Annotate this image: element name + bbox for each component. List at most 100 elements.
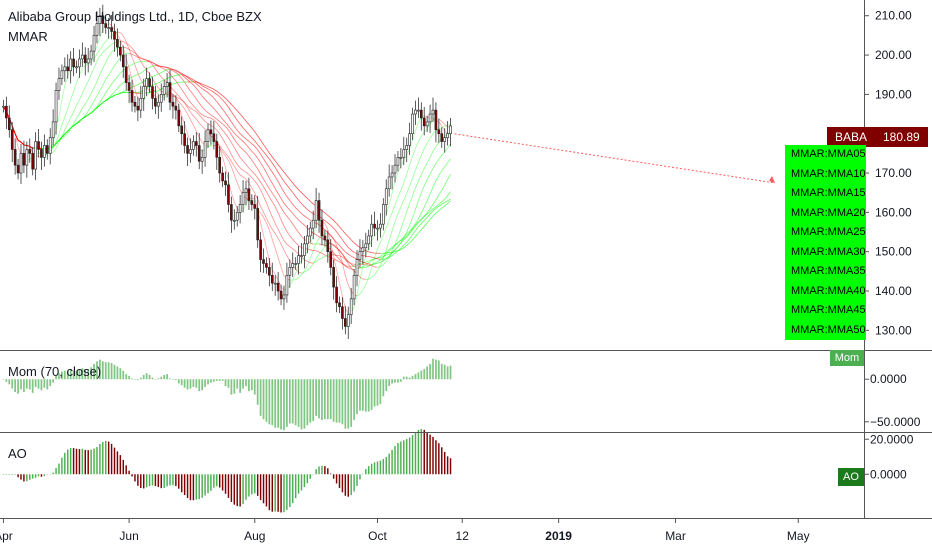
mom-bar <box>49 379 52 387</box>
ribbon-segment <box>327 232 332 237</box>
ribbon-segment <box>292 192 296 197</box>
mom-bar <box>201 379 204 391</box>
mom-bar <box>183 379 186 388</box>
mom-bar <box>37 379 40 389</box>
candle <box>162 86 166 95</box>
ribbon-segment <box>350 263 355 267</box>
mom-bar <box>134 379 136 380</box>
ribbon-segment <box>257 149 261 155</box>
ribbon-segment <box>96 49 101 55</box>
ribbon-segment <box>295 242 299 246</box>
ao-bar <box>443 451 446 475</box>
ribbon-segment <box>242 117 247 122</box>
candle <box>349 298 353 315</box>
ribbon-segment <box>344 275 349 286</box>
ao-bar <box>405 439 408 475</box>
candle <box>288 267 292 276</box>
ribbon-segment <box>178 97 182 101</box>
ribbon-segment <box>283 240 288 245</box>
ao-bar <box>394 445 396 475</box>
ribbon-segment <box>274 233 279 239</box>
ribbon-segment <box>210 90 215 93</box>
mom-bar <box>265 379 268 422</box>
ribbon-segment <box>117 34 121 41</box>
ribbon-segment <box>128 49 133 58</box>
ribbon-segment <box>447 173 451 180</box>
ao-bar <box>347 474 349 497</box>
ribbon-segment <box>385 240 390 251</box>
ribbon-segment <box>181 115 186 125</box>
ribbon-segment <box>64 75 69 86</box>
candle <box>119 46 122 56</box>
ribbon-segment <box>362 261 366 264</box>
ribbon-segment <box>432 180 437 188</box>
ribbon-segment <box>29 146 34 153</box>
ribbon-segment <box>184 102 188 107</box>
ribbon-segment <box>356 244 361 248</box>
ribbon-segment <box>222 149 226 154</box>
ribbon-segment <box>409 217 413 226</box>
candle <box>270 274 274 284</box>
ribbon-segment <box>120 40 124 42</box>
mom-bar <box>423 369 426 380</box>
ribbon-segment <box>394 250 399 254</box>
ribbon-segment <box>348 253 352 257</box>
ribbon-segment <box>263 144 267 150</box>
ao-bar <box>81 448 84 475</box>
ao-bar <box>441 447 443 475</box>
ribbon-segment <box>400 247 404 250</box>
candle <box>300 255 303 257</box>
ribbon-segment <box>400 200 405 208</box>
ribbon-segment <box>435 128 440 132</box>
ao-bar <box>321 465 323 475</box>
ribbon-segment <box>195 131 200 138</box>
ribbon-segment <box>222 99 226 104</box>
ribbon-segment <box>93 81 98 89</box>
ribbon-segment <box>207 102 212 106</box>
ribbon-segment <box>87 112 92 116</box>
ribbon-segment <box>128 52 133 55</box>
ribbon-segment <box>225 112 229 118</box>
ribbon-segment <box>213 108 218 113</box>
candle <box>148 78 151 87</box>
ribbon-segment <box>368 259 372 262</box>
ribbon-segment <box>380 234 384 243</box>
ribbon-segment <box>310 262 314 264</box>
ribbon-segment <box>166 76 171 79</box>
ribbon-segment <box>406 232 410 237</box>
mom-badge: Mom <box>830 350 864 366</box>
ribbon-segment <box>312 258 317 265</box>
ribbon-segment <box>438 127 442 130</box>
ribbon-segment <box>304 269 308 273</box>
mom-bar <box>14 379 17 392</box>
ribbon-segment <box>178 95 183 100</box>
ribbon-segment <box>406 148 410 156</box>
ribbon-segment <box>429 210 434 215</box>
ribbon-segment <box>187 107 191 113</box>
ribbon-segment <box>321 246 326 251</box>
ribbon-segment <box>263 235 267 248</box>
ribbon-segment <box>304 265 308 272</box>
ma-legend-item: MMAR:MMA40 <box>791 284 866 297</box>
ribbon-segment <box>315 234 320 237</box>
candle <box>154 98 157 107</box>
ribbon-segment <box>239 167 244 171</box>
ribbon-segment <box>213 92 218 95</box>
ao-bar <box>93 448 95 475</box>
ribbon-segment <box>418 219 422 223</box>
candle <box>37 141 40 150</box>
mom-bar <box>318 379 320 419</box>
ribbon-segment <box>163 68 168 72</box>
mom-bar <box>402 376 405 380</box>
ao-bar <box>166 474 168 487</box>
candle <box>95 23 99 36</box>
ao-bar <box>61 457 63 475</box>
candle <box>89 50 93 60</box>
ribbon-segment <box>307 267 311 271</box>
ribbon-segment <box>231 142 235 148</box>
ribbon-segment <box>330 235 334 240</box>
ribbon-segment <box>260 140 264 145</box>
ribbon-segment <box>277 164 282 169</box>
ribbon-segment <box>64 123 69 131</box>
ribbon-segment <box>406 242 410 246</box>
